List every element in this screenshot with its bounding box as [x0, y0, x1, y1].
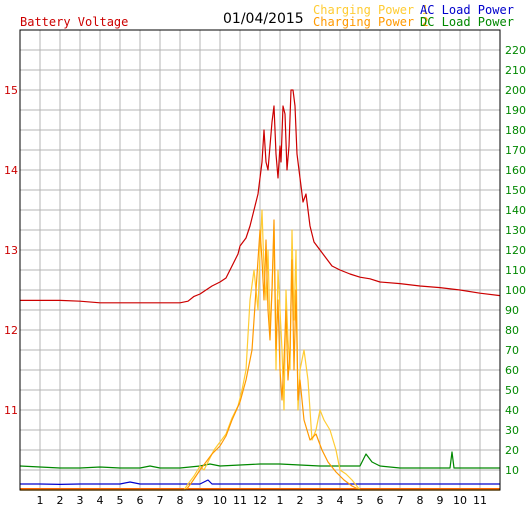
y-right-tick-label: 50 — [505, 384, 519, 397]
y-right-tick-label: 100 — [505, 284, 526, 297]
series-line-dc-load-power — [19, 451, 500, 469]
legend-dc-load-power: DC Load Power — [420, 15, 514, 29]
y-right-tick-label: 20 — [505, 444, 519, 457]
y-right-tick-label: 190 — [505, 104, 526, 117]
y-right-tick-label: 180 — [505, 124, 526, 137]
x-tick-label: 8 — [417, 494, 424, 507]
grid-lines — [20, 30, 500, 490]
series-line-battery-voltage — [20, 89, 501, 304]
x-tick-label: 10 — [213, 494, 227, 507]
x-tick-label: 9 — [437, 494, 444, 507]
y-left-tick-label: 13 — [4, 244, 18, 257]
y-right-tick-label: 120 — [505, 244, 526, 257]
x-tick-label: 11 — [233, 494, 247, 507]
y-right-tick-label: 170 — [505, 144, 526, 157]
y-left-tick-label: 15 — [4, 84, 18, 97]
plot-frame — [19, 29, 501, 491]
y-right-tick-label: 10 — [505, 464, 519, 477]
y-left-tick-label: 11 — [4, 404, 18, 417]
x-tick-label: 1 — [37, 494, 44, 507]
y-right-tick-label: 70 — [505, 344, 519, 357]
y-left-tick-label: 12 — [4, 324, 18, 337]
legend-charging-power-1: Charging Power 1 — [313, 3, 429, 17]
y-right-tick-label: 30 — [505, 424, 519, 437]
x-tick-label: 4 — [337, 494, 344, 507]
axis-labels: 1112131415102030405060708090100110120130… — [4, 44, 526, 507]
x-tick-label: 2 — [297, 494, 304, 507]
x-tick-label: 4 — [97, 494, 104, 507]
x-tick-label: 6 — [377, 494, 384, 507]
y-left-tick-label: 14 — [4, 164, 18, 177]
y-right-tick-label: 200 — [505, 84, 526, 97]
chart-date: 01/04/2015 — [223, 11, 304, 27]
x-tick-label: 3 — [77, 494, 84, 507]
y-right-tick-label: 210 — [505, 64, 526, 77]
y-right-tick-label: 220 — [505, 44, 526, 57]
series-line-ac-load-power — [20, 479, 500, 485]
y-right-tick-label: 140 — [505, 204, 526, 217]
x-tick-label: 2 — [57, 494, 64, 507]
x-tick-label: 11 — [473, 494, 487, 507]
x-tick-label: 12 — [253, 494, 267, 507]
legend-ac-load-power: AC Load Power — [420, 3, 514, 17]
y-right-tick-label: 40 — [505, 404, 519, 417]
x-tick-label: 1 — [277, 494, 284, 507]
x-tick-label: 5 — [357, 494, 364, 507]
x-tick-label: 9 — [197, 494, 204, 507]
x-tick-label: 5 — [117, 494, 124, 507]
series-line-charging-power-2 — [20, 219, 500, 491]
y-right-tick-label: 130 — [505, 224, 526, 237]
y-right-tick-label: 110 — [505, 264, 526, 277]
y-right-tick-label: 90 — [505, 304, 519, 317]
series-layer — [19, 89, 501, 491]
legend-charging-power-2: Charging Power 2 — [313, 15, 429, 29]
x-tick-label: 3 — [317, 494, 324, 507]
y-right-tick-label: 60 — [505, 364, 519, 377]
legend-battery-voltage: Battery Voltage — [20, 15, 129, 29]
x-tick-label: 8 — [177, 494, 184, 507]
x-tick-label: 7 — [397, 494, 404, 507]
x-tick-label: 10 — [453, 494, 467, 507]
x-tick-label: 6 — [137, 494, 144, 507]
y-right-tick-label: 150 — [505, 184, 526, 197]
y-right-tick-label: 160 — [505, 164, 526, 177]
x-tick-label: 7 — [157, 494, 164, 507]
series-line-charging-power-1 — [20, 209, 500, 491]
y-right-tick-label: 80 — [505, 324, 519, 337]
